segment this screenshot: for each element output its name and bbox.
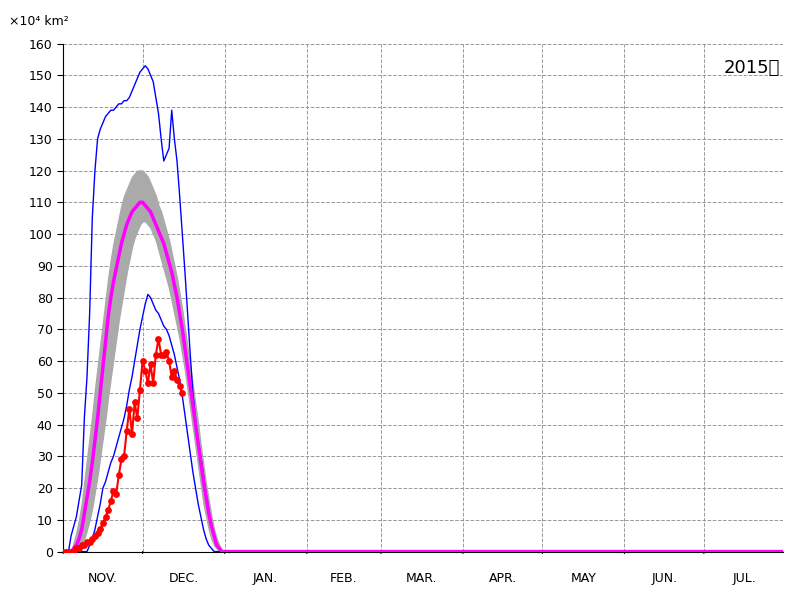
Text: FEB.: FEB. [330,572,358,585]
Text: 2015年: 2015年 [723,59,780,77]
Point [120,426,133,436]
Point [174,382,186,391]
Point [144,359,157,369]
Point [118,452,130,461]
Point [136,356,149,366]
Text: MAY: MAY [570,572,596,585]
Point [57,547,70,556]
Point [150,350,162,359]
Point [89,531,102,541]
Point [91,528,104,538]
Point [126,429,138,439]
Point [170,376,183,385]
Text: JUL.: JUL. [733,572,757,585]
Point [78,541,90,550]
Point [134,385,146,394]
Point [86,534,98,544]
Point [112,470,125,480]
Point [160,347,173,356]
Text: MAR.: MAR. [406,572,438,585]
Point [115,455,128,464]
Text: APR.: APR. [489,572,517,585]
Point [75,541,88,550]
Point [146,379,159,388]
Text: DEC.: DEC. [169,572,198,585]
Point [73,544,86,553]
Text: ×10⁴ km²: ×10⁴ km² [9,15,69,28]
Point [62,547,75,556]
Point [139,366,152,376]
Point [105,496,118,506]
Point [162,356,175,366]
Point [65,547,78,556]
Point [59,547,72,556]
Point [107,487,120,496]
Point [83,537,96,547]
Point [152,334,165,344]
Point [128,398,141,407]
Point [142,379,154,388]
Point [131,413,144,423]
Text: JUN.: JUN. [651,572,678,585]
Point [70,544,83,553]
Point [67,547,80,556]
Text: NOV.: NOV. [88,572,118,585]
Point [123,404,136,413]
Point [102,505,114,515]
Point [154,350,167,359]
Point [81,537,94,547]
Point [168,366,181,376]
Point [158,350,170,359]
Point [176,388,189,398]
Point [97,518,110,528]
Point [94,524,106,534]
Point [99,512,112,521]
Point [110,490,122,499]
Text: JAN.: JAN. [253,572,278,585]
Point [166,372,178,382]
